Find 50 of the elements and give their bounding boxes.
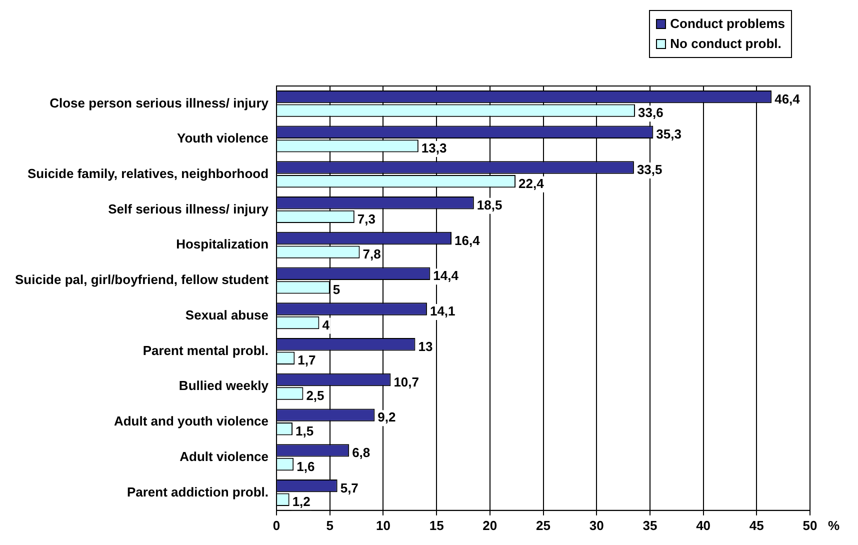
legend-label: No conduct probl.: [670, 35, 782, 53]
data-label: 35,3: [656, 126, 682, 142]
x-tick-label: 30: [589, 518, 604, 533]
data-label: 22,4: [518, 176, 545, 191]
y-tick-label: Adult violence: [180, 448, 269, 464]
data-label: 33,5: [636, 162, 662, 178]
data-label: 18,5: [476, 197, 502, 212]
y-tick-label: Sexual abuse: [185, 307, 269, 322]
x-tick-label: 10: [376, 518, 390, 533]
data-label: 13,3: [421, 140, 447, 156]
data-label: 10,7: [394, 374, 419, 390]
data-label: 1,2: [292, 494, 310, 510]
data-label: 1,7: [298, 352, 316, 368]
data-label: 1,5: [296, 423, 314, 438]
data-label: 33,6: [638, 105, 664, 120]
x-tick-label: 25: [536, 518, 550, 533]
y-tick-label: Adult and youth violence: [114, 414, 269, 429]
x-tick-label: 20: [482, 518, 498, 533]
data-label: 14,4: [433, 268, 460, 284]
x-tick-label: 35: [642, 518, 658, 533]
data-label: 7,3: [357, 211, 376, 226]
data-label: 16,4: [454, 232, 481, 248]
x-tick-label: 50: [802, 518, 818, 533]
y-tick-label: Bullied weekly: [178, 378, 270, 394]
x-tick-label: 5: [326, 518, 334, 533]
data-label: 13: [418, 338, 433, 354]
x-tick-label: 15: [429, 518, 444, 533]
x-tick-label: 40: [696, 518, 711, 533]
y-tick-label: Suicide family, relatives, neighborhood: [27, 166, 269, 181]
y-tick-label: Parent mental probl.: [142, 342, 269, 358]
data-label: 6,8: [352, 445, 370, 460]
data-label: 14,1: [430, 304, 456, 319]
y-tick-label: Youth violence: [177, 130, 269, 146]
x-tick-label: 0: [272, 518, 280, 533]
legend-label: Conduct problems: [670, 15, 785, 33]
data-label: 46,4: [774, 91, 801, 106]
x-axis-title: %: [828, 518, 840, 533]
data-label: 4: [322, 317, 330, 332]
data-label: 5: [332, 282, 340, 297]
y-tick-label: Hospitalization: [176, 236, 269, 252]
data-label: 1,6: [296, 458, 315, 474]
x-tick-label: 45: [749, 518, 764, 533]
y-tick-label: Parent addiction probl.: [126, 484, 269, 500]
y-tick-label: Close person serious illness/ injury: [50, 95, 270, 110]
data-label: 9,2: [378, 410, 396, 425]
data-label: 7,8: [362, 246, 381, 262]
data-label: 5,7: [340, 480, 358, 496]
y-tick-label: Self serious illness/ injury: [108, 201, 270, 216]
y-tick-label: Suicide pal, girl/boyfriend, fellow student: [14, 272, 270, 288]
data-label: 2,5: [306, 388, 324, 404]
